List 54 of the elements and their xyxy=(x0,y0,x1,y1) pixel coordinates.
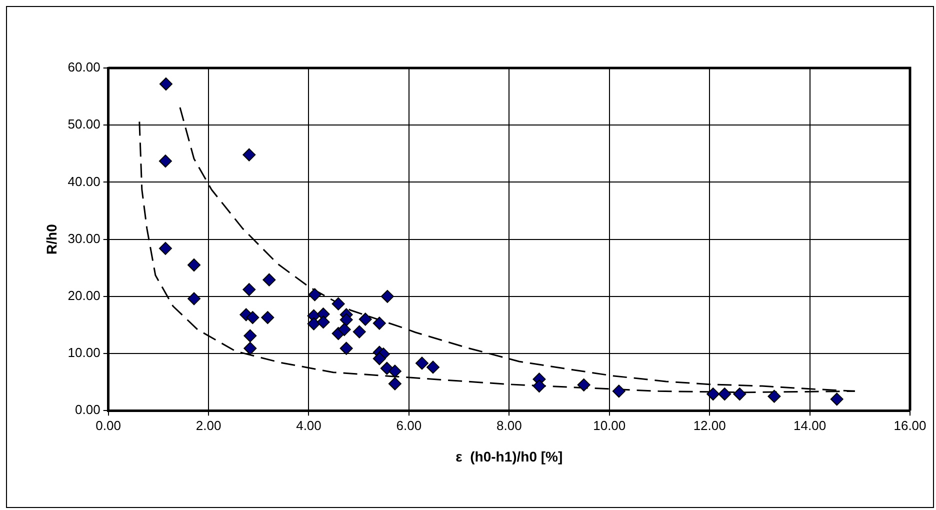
y-tick-label: 10.00 xyxy=(68,345,100,360)
x-tick-label: 12.00 xyxy=(693,418,726,433)
x-tick-label: 6.00 xyxy=(396,418,422,433)
x-tick-label: 4.00 xyxy=(296,418,322,433)
point xyxy=(380,290,394,303)
point xyxy=(706,388,720,401)
point xyxy=(308,288,322,302)
point xyxy=(340,313,353,326)
y-axis-title: R/h0 xyxy=(43,224,60,254)
point xyxy=(158,154,172,168)
point xyxy=(372,316,386,330)
point xyxy=(188,292,201,306)
point xyxy=(242,148,256,162)
y-tick-label: 40.00 xyxy=(68,174,100,189)
point xyxy=(388,364,402,378)
point xyxy=(261,311,274,324)
point xyxy=(358,312,372,326)
point xyxy=(733,388,746,401)
point xyxy=(316,316,330,329)
x-tick-label: 0.00 xyxy=(96,418,121,433)
point xyxy=(159,77,172,90)
point xyxy=(388,377,402,390)
point xyxy=(415,356,428,370)
y-tick-label: 20.00 xyxy=(68,288,100,303)
point xyxy=(246,311,260,324)
x-tick-label: 16.00 xyxy=(894,418,926,433)
y-tick-label: 60.00 xyxy=(68,60,100,75)
x-axis-title: ε (h0-h1)/h0 [%] xyxy=(456,448,563,464)
y-tick-label: 50.00 xyxy=(68,116,100,132)
point xyxy=(242,283,256,296)
point xyxy=(332,297,345,310)
y-tick-label: 30.00 xyxy=(68,230,100,246)
x-tick-label: 14.00 xyxy=(794,418,826,433)
x-tick-label: 2.00 xyxy=(196,418,222,433)
point xyxy=(352,325,366,338)
point xyxy=(340,342,353,355)
point xyxy=(262,273,276,286)
point xyxy=(577,378,590,392)
point xyxy=(307,317,320,330)
point xyxy=(244,342,257,355)
point xyxy=(188,258,201,272)
x-tick-label: 10.00 xyxy=(593,418,626,433)
point xyxy=(768,390,781,403)
y-tick-label: 0.00 xyxy=(75,402,100,418)
point xyxy=(158,242,172,255)
x-tick-label: 8.00 xyxy=(496,418,522,433)
point xyxy=(426,360,440,374)
point xyxy=(338,323,351,336)
point xyxy=(718,388,732,401)
point xyxy=(244,329,257,342)
point xyxy=(612,384,626,398)
point xyxy=(372,352,386,366)
point xyxy=(532,380,546,393)
point xyxy=(830,392,844,406)
